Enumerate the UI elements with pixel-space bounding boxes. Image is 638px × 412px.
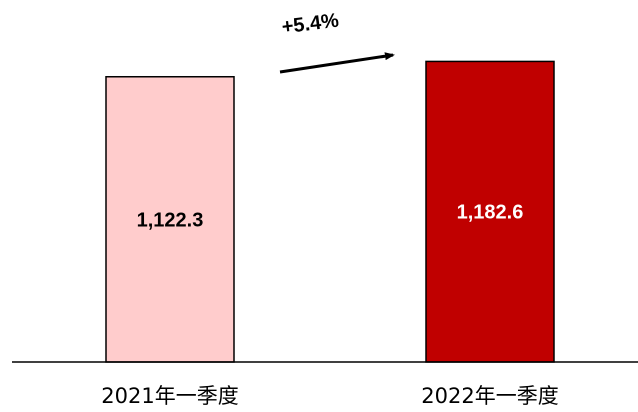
bar-1 [105,75,235,363]
growth-annotation: +5.4% [281,10,341,39]
bar-2 [425,60,555,363]
growth-arrow-icon [279,52,395,74]
value-label-1: 1,122.3 [137,209,204,231]
category-label-2: 2022年一季度 [421,384,558,408]
value-label-2: 1,182.6 [457,202,524,224]
category-label-1: 2021年一季度 [101,384,238,408]
